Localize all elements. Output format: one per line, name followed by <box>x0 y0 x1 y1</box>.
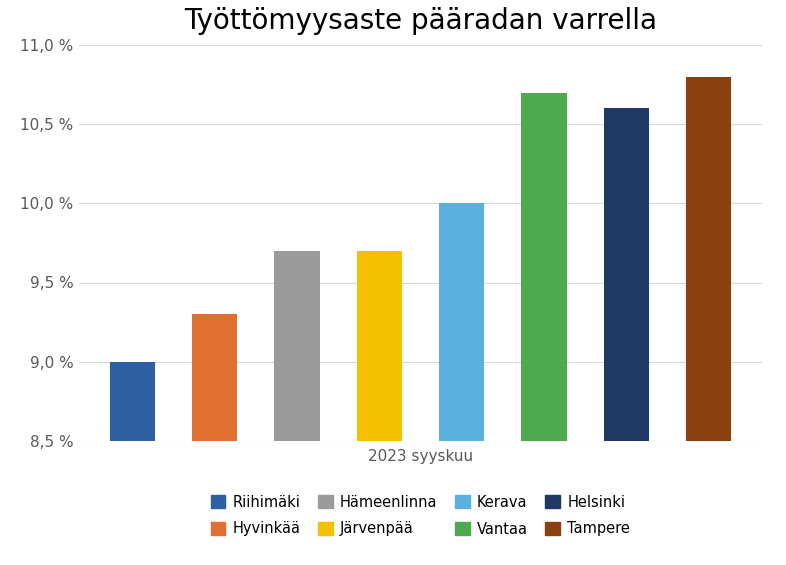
X-axis label: 2023 syyskuu: 2023 syyskuu <box>368 449 473 464</box>
Title: Työttömyysaste pääradan varrella: Työttömyysaste pääradan varrella <box>184 7 657 34</box>
Bar <box>686 77 731 441</box>
Bar <box>192 314 237 441</box>
Bar <box>357 251 402 441</box>
Bar <box>110 362 155 441</box>
Legend: Riihimäki, Hyvinkää, Hämeenlinna, Järvenpää, Kerava, Vantaa, Helsinki, Tampere: Riihimäki, Hyvinkää, Hämeenlinna, Järven… <box>204 488 637 544</box>
Bar <box>274 251 320 441</box>
Bar <box>604 108 649 441</box>
Bar <box>521 93 567 441</box>
Bar <box>439 203 484 441</box>
